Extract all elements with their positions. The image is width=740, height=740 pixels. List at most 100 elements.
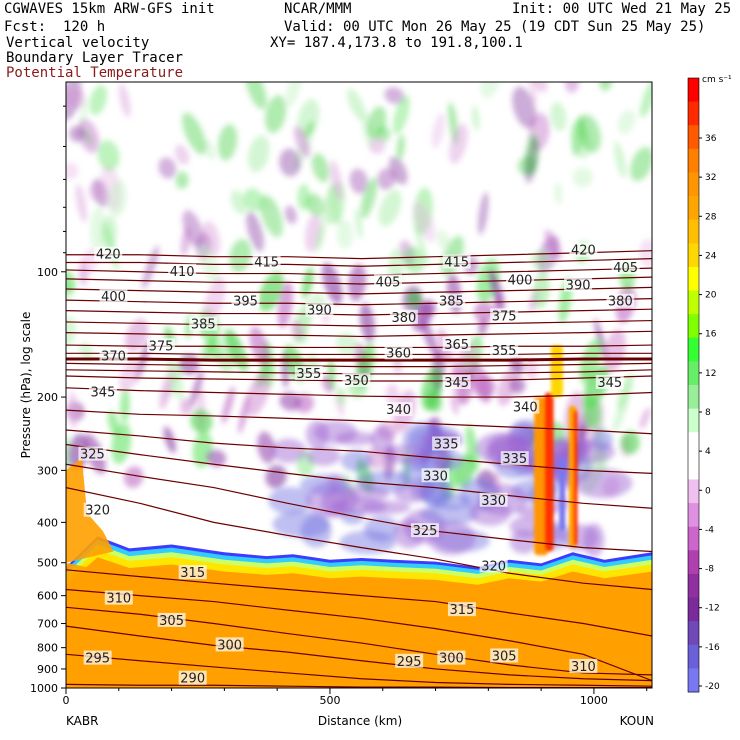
updraft-cell <box>532 272 550 309</box>
updraft-cell <box>396 134 405 161</box>
downdraft-cell <box>119 359 140 393</box>
colorbar-label: 24 <box>705 251 717 261</box>
theta-label: 380 <box>391 311 416 326</box>
updraft-cell <box>392 95 410 135</box>
downdraft-cell <box>163 426 176 454</box>
colorbar-swatch <box>688 408 699 433</box>
header-valid: Valid: 00 UTC Mon 26 May 25 (19 CDT Sun … <box>284 19 706 35</box>
theta-label-bg <box>389 309 418 324</box>
downdraft-cell <box>158 157 177 179</box>
colorbar-label: 4 <box>705 447 711 457</box>
theta-label-bg <box>189 316 218 331</box>
y-axis: 100 200 300 400 500 600 700 800 900 1000 <box>30 105 66 695</box>
y-tick-label: 500 <box>37 557 58 570</box>
updraft-cell <box>614 141 627 179</box>
updraft-cell <box>436 230 451 250</box>
updraft-cell <box>471 105 480 131</box>
downdraft-cell <box>88 180 104 201</box>
updraft-cell <box>639 82 652 118</box>
theta-label-bg <box>500 451 529 466</box>
theta-label-bg <box>99 348 128 363</box>
theta-label-bg <box>88 384 117 399</box>
colorbar-swatch <box>688 455 699 480</box>
theta-label: 315 <box>180 566 205 581</box>
downdraft-cell <box>279 392 301 411</box>
theta-label-bg <box>595 374 624 389</box>
downdraft-cell <box>249 326 270 366</box>
theta-contour <box>66 357 652 362</box>
colorbar-swatch <box>688 361 699 386</box>
theta-contour <box>66 429 652 474</box>
theta-label-bg <box>384 345 413 360</box>
theta-contour <box>66 250 652 260</box>
updraft-cell <box>108 179 127 218</box>
theta-label: 395 <box>233 295 258 310</box>
updraft-cell <box>89 84 107 116</box>
updraft-cell <box>217 124 238 161</box>
updraft-cell <box>336 387 346 406</box>
downdraft-cell <box>431 113 445 149</box>
updraft-core <box>550 345 563 398</box>
x-endpoint-end: KOUN <box>620 714 654 728</box>
theta-label-bg <box>78 446 107 461</box>
downdraft-cell <box>272 510 330 538</box>
theta-label: 340 <box>513 401 538 416</box>
x-tick-label: 1000 <box>580 694 608 707</box>
theta-contour <box>66 319 652 327</box>
downdraft-cell <box>246 373 270 416</box>
downdraft-cell <box>284 205 297 225</box>
updraft-cell <box>465 425 479 472</box>
downdraft-cell <box>639 407 651 429</box>
downdraft-cell <box>639 239 652 268</box>
y-tick-label: 200 <box>37 391 58 404</box>
colorbar-swatch <box>688 668 699 693</box>
theta-contour <box>66 276 652 285</box>
theta-label: 355 <box>492 344 517 359</box>
x-axis-title: Distance (km) <box>318 714 402 728</box>
downdraft-cell <box>450 395 459 415</box>
updraft-cell <box>78 342 94 361</box>
header-xy: XY= 187.4,173.8 to 191.8,100.1 <box>270 35 523 51</box>
theta-contour <box>66 286 652 295</box>
colorbar-swatch <box>688 125 699 150</box>
theta-label: 300 <box>439 652 464 667</box>
downdraft-cell <box>359 303 375 343</box>
theta-label-bg <box>490 648 519 663</box>
theta-contour <box>66 258 652 267</box>
colorbar-swatch <box>688 503 699 528</box>
downdraft-cell <box>321 488 348 517</box>
updraft-cell <box>355 207 363 240</box>
downdraft-cell <box>543 436 594 457</box>
theta-label: 385 <box>191 318 216 333</box>
colorbar-swatch <box>688 243 699 268</box>
theta-label: 365 <box>444 338 469 353</box>
theta-label: 315 <box>450 603 475 618</box>
colorbar-label: 8 <box>705 408 711 418</box>
colorbar-swatch <box>688 621 699 646</box>
theta-label-bg <box>442 374 471 389</box>
updraft-cell <box>245 82 267 110</box>
field-vertical-velocity: Vertical velocity <box>6 35 150 51</box>
downdraft-cell <box>384 87 405 105</box>
theta-label-bg <box>99 289 128 304</box>
theta-label: 420 <box>96 248 121 263</box>
updraft-cell <box>480 82 501 98</box>
downdraft-cell <box>509 357 525 375</box>
updraft-cell <box>572 167 594 188</box>
theta-label-bg <box>490 308 519 323</box>
theta-label: 320 <box>481 559 506 574</box>
colorbar-swatch <box>688 148 699 173</box>
theta-label-bg <box>437 650 466 665</box>
downdraft-cell <box>206 449 227 467</box>
theta-label-bg <box>374 274 403 289</box>
downdraft-cell <box>449 123 468 164</box>
colorbar-swatch <box>688 526 699 551</box>
theta-label: 375 <box>492 309 517 324</box>
downdraft-cell <box>509 377 526 394</box>
colorbar-swatch <box>688 219 699 244</box>
theta-label-bg <box>83 502 112 517</box>
updraft-cell <box>550 101 567 132</box>
downdraft-cell <box>279 148 301 177</box>
updraft-cell <box>182 112 207 155</box>
theta-label: 330 <box>423 469 448 484</box>
